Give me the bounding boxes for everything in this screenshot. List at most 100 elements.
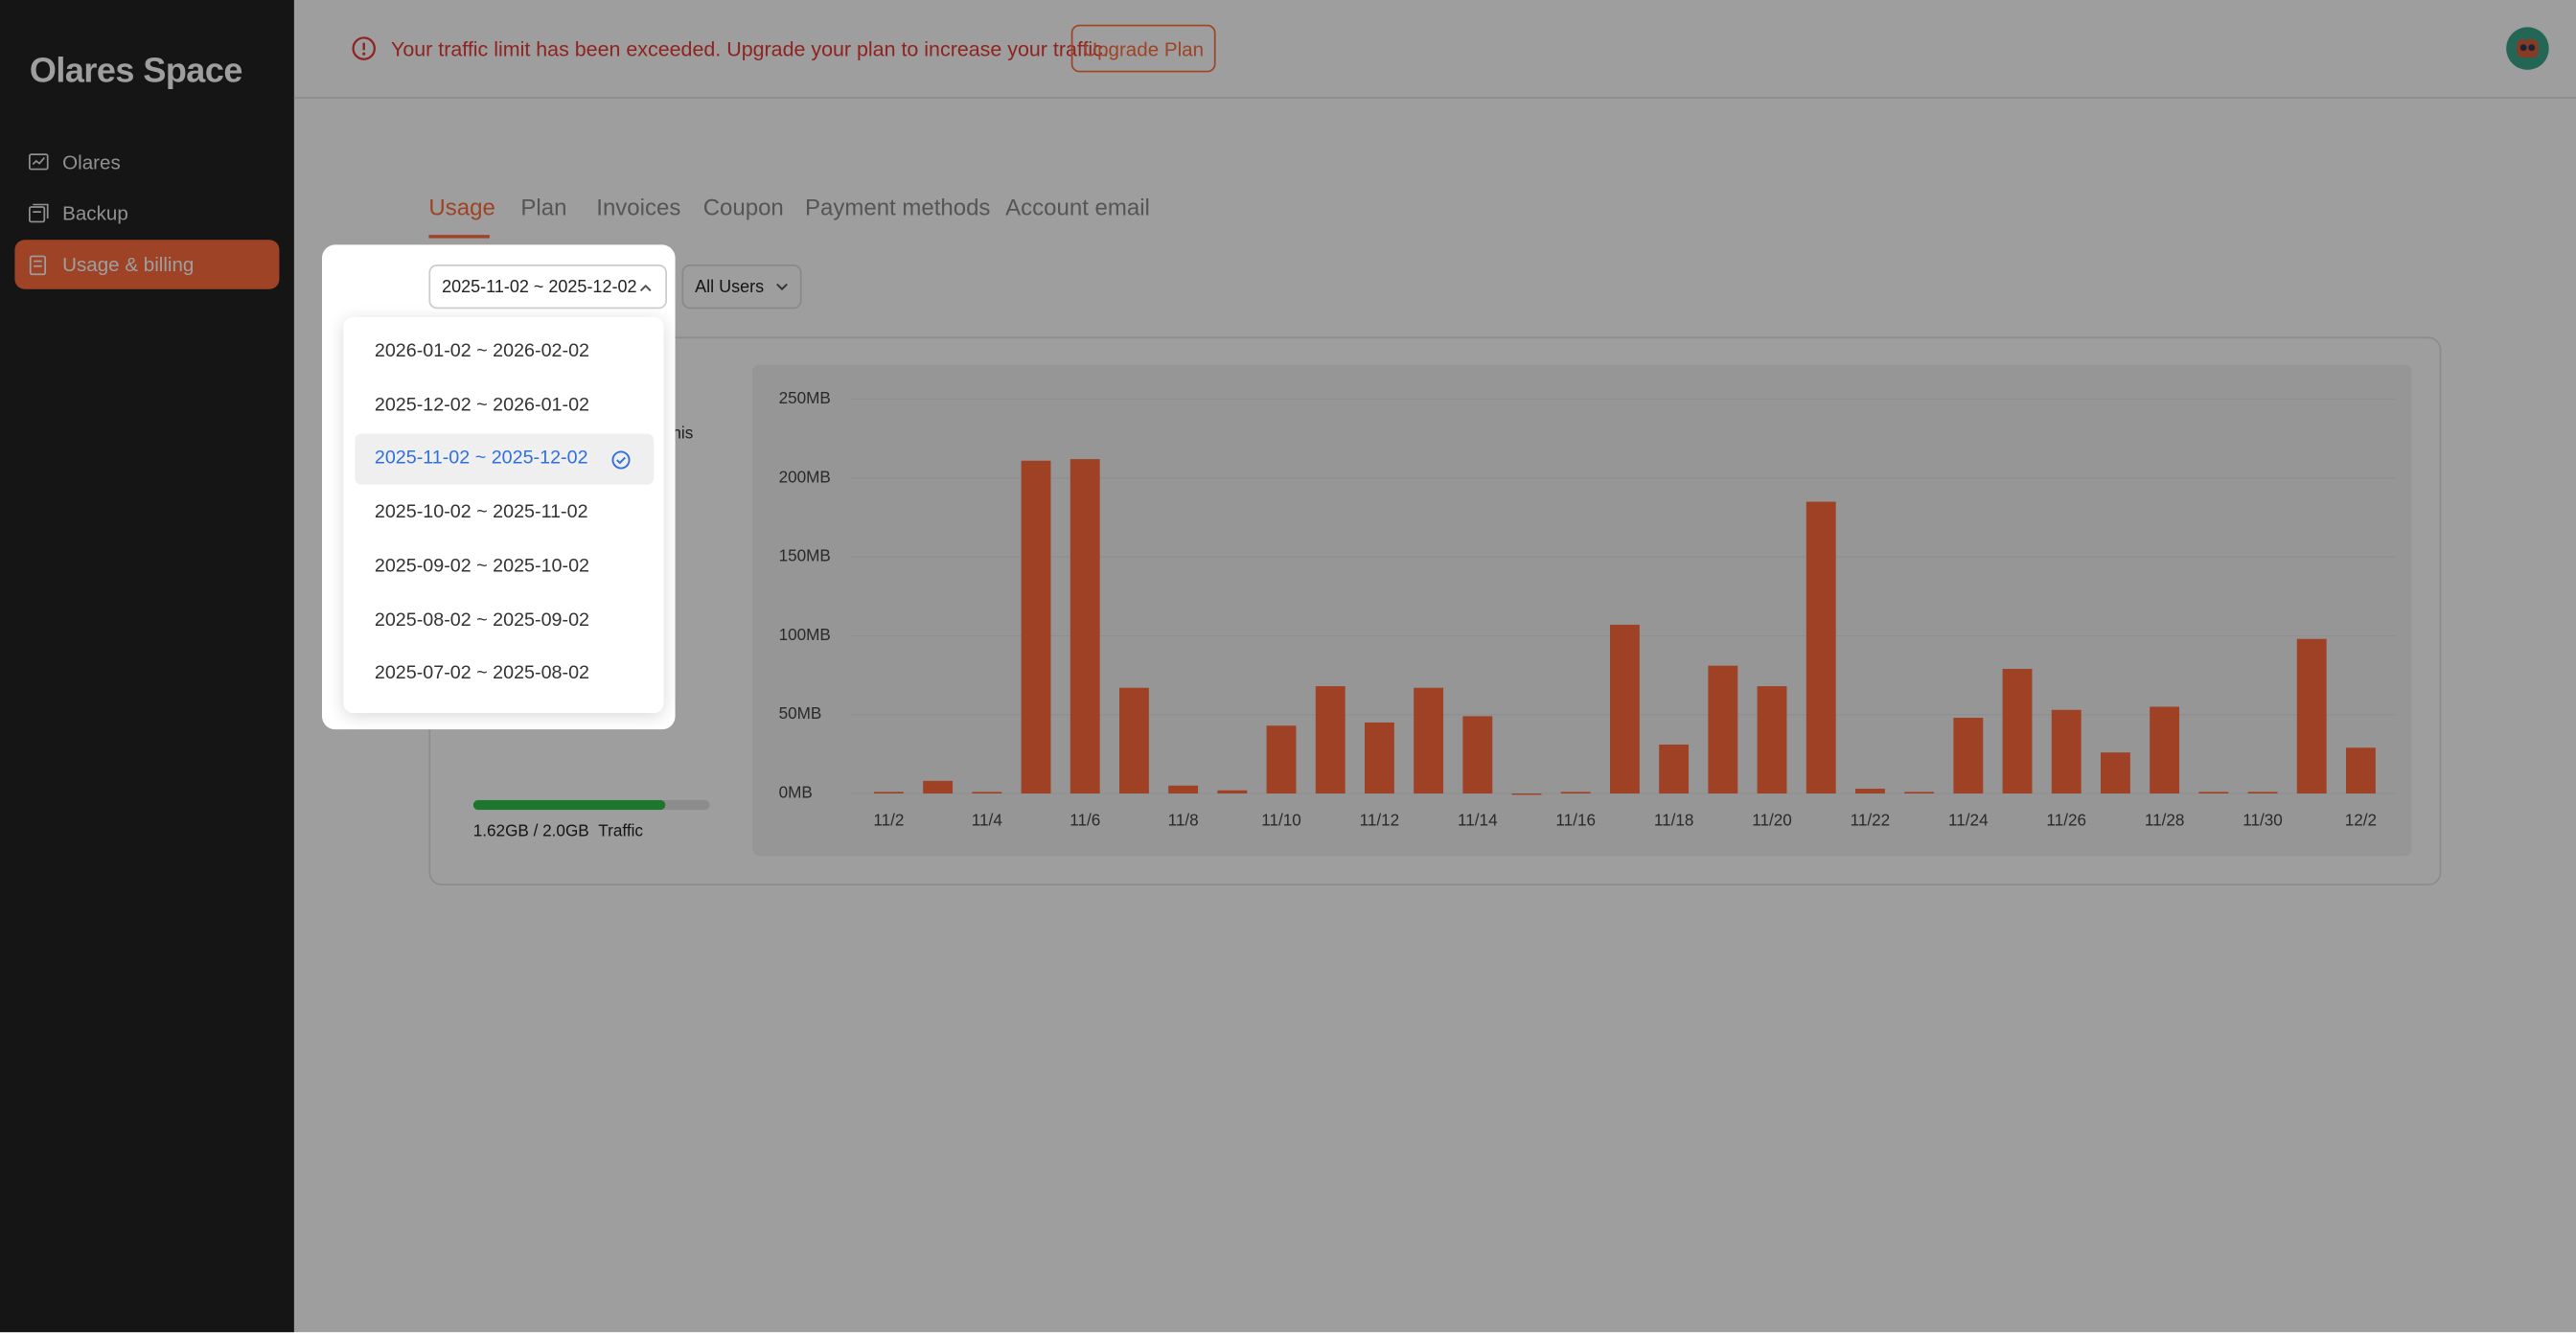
menu-option-text: 2026-01-02 ~ 2026-02-02 — [374, 341, 590, 362]
bar — [972, 792, 1002, 794]
nav-item[interactable]: Backup — [14, 189, 279, 238]
bar — [1855, 789, 1885, 794]
x-tick-label: 11/20 — [1752, 811, 1792, 830]
nav-item[interactable]: Usage & billing — [14, 240, 280, 289]
x-tick-label: 11/28 — [2145, 811, 2185, 830]
bar — [1168, 785, 1199, 794]
bar — [1462, 716, 1493, 794]
x-tick-label: 11/16 — [1555, 811, 1596, 830]
traffic-label: Traffic — [598, 822, 643, 841]
x-tick-label: 11/12 — [1360, 811, 1400, 830]
x-tick-label: 11/10 — [1261, 811, 1301, 830]
users-select-text: All Users — [695, 277, 765, 298]
menu-option-text: 2025-09-02 ~ 2025-10-02 — [374, 556, 590, 577]
bar — [2101, 752, 2130, 794]
tab[interactable]: Coupon — [702, 194, 784, 220]
menu-option-text: 2025-08-02 ~ 2025-09-02 — [374, 609, 590, 631]
menu-option[interactable]: 2025-11-02 ~ 2025-12-02 — [355, 434, 655, 486]
bar — [1021, 460, 1051, 794]
chevron — [776, 283, 788, 291]
bar — [2198, 792, 2229, 794]
bar — [1806, 501, 1836, 794]
nav-label: Backup — [62, 201, 128, 225]
bar — [1315, 686, 1346, 794]
sidebar: Olares Space Olares Backup Usage & billing — [0, 0, 294, 1333]
bar — [2346, 747, 2376, 794]
x-tick-label: 11/6 — [1070, 811, 1100, 830]
bar — [1070, 459, 1100, 794]
avatar[interactable] — [2505, 26, 2549, 70]
menu-option-text: 2025-07-02 ~ 2025-08-02 — [374, 663, 590, 684]
bar — [1904, 792, 1935, 794]
bar — [874, 792, 904, 794]
menu-option-text: 2025-12-02 ~ 2026-01-02 — [374, 395, 590, 416]
users-select[interactable]: All Users — [681, 264, 802, 310]
bar — [1119, 687, 1149, 794]
tab[interactable]: Usage — [428, 194, 495, 220]
traffic-progress — [472, 799, 710, 811]
menu-option[interactable]: 2025-07-02 ~ 2025-08-02 — [355, 649, 654, 700]
tab[interactable]: Invoices — [596, 194, 681, 220]
x-tick-label: 11/18 — [1654, 811, 1694, 830]
brand: Olares Space — [29, 52, 243, 91]
bar — [1266, 725, 1297, 794]
y-tick-label: 50MB — [779, 703, 822, 723]
menu-option[interactable]: 2025-10-02 ~ 2025-11-02 — [355, 488, 654, 539]
x-tick-label: 11/4 — [972, 811, 1003, 830]
nav-label: Olares — [62, 150, 121, 174]
bar — [2150, 706, 2180, 794]
bar — [1511, 793, 1542, 795]
banner-message: Your traffic limit has been exceeded. Up… — [391, 37, 1109, 61]
chart: 0MB 50MB 100MB 150MB 200MB 250MB 11/2 11/4 11/6 1… — [779, 388, 2396, 830]
bar — [1560, 792, 1591, 794]
nav-icon — [29, 203, 49, 223]
menu-option[interactable]: 2025-12-02 ~ 2026-01-02 — [355, 380, 654, 431]
y-tick-label: 0MB — [779, 783, 813, 802]
bar — [1953, 718, 1984, 794]
period-menu: 2026-01-02 ~ 2026-02-02 2025-12-02 ~ 2026… — [343, 316, 664, 714]
y-tick-label: 250MB — [779, 388, 831, 407]
tab[interactable]: Payment methods — [805, 194, 991, 220]
nav-label: Usage & billing — [62, 253, 195, 277]
tab[interactable]: Account email — [1005, 194, 1150, 220]
bar — [1708, 665, 1738, 794]
x-tick-label: 11/26 — [2046, 811, 2086, 830]
bar — [1757, 686, 1787, 794]
traffic-amount: 1.62GB / 2.0GB — [472, 822, 589, 841]
warning-icon — [352, 36, 376, 60]
tab[interactable]: Plan — [520, 194, 567, 220]
period-select-text: 2025-11-02 ~ 2025-12-02 — [442, 277, 637, 298]
bar — [2296, 638, 2327, 794]
nav-item[interactable]: Olares — [14, 138, 279, 187]
menu-option[interactable]: 2025-08-02 ~ 2025-09-02 — [355, 595, 654, 646]
x-tick-label: 11/14 — [1458, 811, 1498, 830]
menu-option-text: 2025-11-02 ~ 2025-12-02 — [374, 448, 588, 470]
menu-option[interactable]: 2025-09-02 ~ 2025-10-02 — [355, 541, 654, 592]
x-tick-label: 11/30 — [2242, 811, 2283, 830]
bar — [2051, 709, 2082, 794]
menu-option[interactable]: 2026-01-02 ~ 2026-02-02 — [355, 327, 654, 378]
chevron — [639, 284, 652, 292]
x-tick-label: 11/2 — [873, 811, 904, 830]
y-tick-label: 100MB — [779, 625, 831, 644]
x-tick-label: 11/22 — [1851, 811, 1891, 830]
bar — [2002, 668, 2033, 794]
chart-panel: 0MB 50MB 100MB 150MB 200MB 250MB 11/2 11/4 11/6 1… — [752, 364, 2412, 857]
upgrade-button[interactable]: Upgrade Plan — [1070, 24, 1216, 73]
y-tick-label: 200MB — [779, 467, 831, 486]
bar — [1659, 744, 1690, 794]
bar — [1414, 687, 1444, 794]
bar — [1610, 624, 1640, 794]
bar — [1365, 722, 1394, 794]
bar — [1217, 790, 1248, 794]
period-select[interactable]: 2025-11-02 ~ 2025-12-02 — [428, 264, 668, 310]
traffic-summary: 1.62GB / 2.0GB Traffic — [473, 823, 643, 841]
y-tick-label: 150MB — [779, 546, 831, 565]
nav-icon — [29, 153, 49, 171]
x-tick-label: 11/24 — [1948, 811, 1989, 830]
tab-indicator — [428, 235, 490, 239]
nav-icon — [29, 255, 47, 276]
bar — [923, 780, 954, 794]
